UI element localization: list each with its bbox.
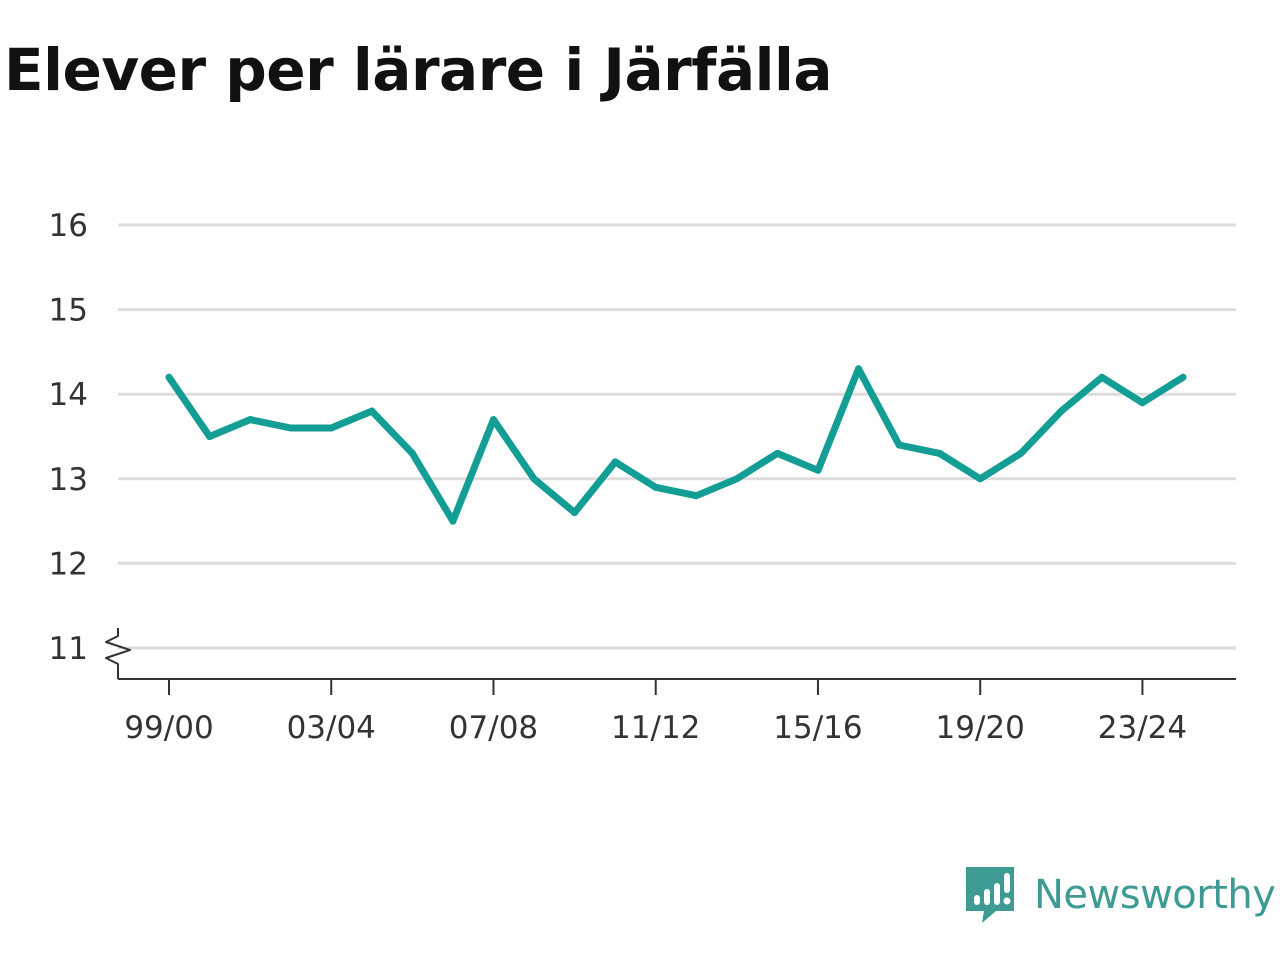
- x-tick-label: 15/16: [773, 710, 862, 746]
- series-line-0: [165, 365, 1187, 525]
- data-point: [246, 416, 254, 424]
- data-point: [571, 509, 579, 517]
- brand-name: Newsworthy: [1034, 872, 1276, 918]
- data-point: [773, 449, 781, 457]
- data-point: [733, 475, 741, 483]
- x-tick-label: 99/00: [124, 710, 213, 746]
- data-point: [530, 475, 538, 483]
- data-point: [287, 424, 295, 432]
- data-point: [408, 449, 416, 457]
- y-tick-label: 12: [49, 546, 88, 582]
- newsworthy-logo: Newsworthy: [964, 865, 1276, 925]
- data-point: [1098, 373, 1106, 381]
- data-point: [692, 492, 700, 500]
- data-point: [1057, 407, 1065, 415]
- data-point: [1017, 449, 1025, 457]
- y-tick-label: 11: [49, 631, 88, 667]
- y-tick-label: 13: [49, 462, 88, 498]
- x-tick-label: 07/08: [449, 710, 538, 746]
- data-point: [449, 517, 457, 525]
- axes: [105, 628, 1236, 680]
- data-point: [976, 475, 984, 483]
- x-tick-label: 03/04: [287, 710, 376, 746]
- data-point: [611, 458, 619, 466]
- grid-lines: [118, 223, 1236, 650]
- y-tick-label: 14: [49, 377, 88, 413]
- data-point: [936, 449, 944, 457]
- data-point: [1179, 373, 1187, 381]
- data-point: [165, 373, 173, 381]
- data-point: [327, 424, 335, 432]
- x-tick-label: 11/12: [611, 710, 700, 746]
- data-point: [895, 441, 903, 449]
- series-group: [165, 365, 1187, 525]
- x-axis-ticks: 99/00 03/04 07/08 11/12 15/16 19/20 23/24: [124, 679, 1187, 746]
- newsworthy-logo-icon: [966, 867, 1014, 923]
- y-axis-ticks: 11 12 13 14 15 16: [49, 208, 88, 667]
- chart-title: Elever per lärare i Järfälla: [4, 36, 833, 104]
- y-tick-label: 15: [49, 293, 88, 329]
- y-tick-label: 16: [49, 208, 88, 244]
- data-point: [814, 466, 822, 474]
- y-axis-break-symbol: [105, 628, 131, 674]
- data-point: [368, 407, 376, 415]
- data-point: [1138, 399, 1146, 407]
- data-point: [490, 416, 497, 424]
- data-point: [855, 365, 862, 373]
- x-tick-label: 23/24: [1098, 710, 1187, 746]
- data-point: [206, 433, 214, 440]
- x-tick-label: 19/20: [936, 710, 1025, 746]
- data-point: [652, 483, 660, 491]
